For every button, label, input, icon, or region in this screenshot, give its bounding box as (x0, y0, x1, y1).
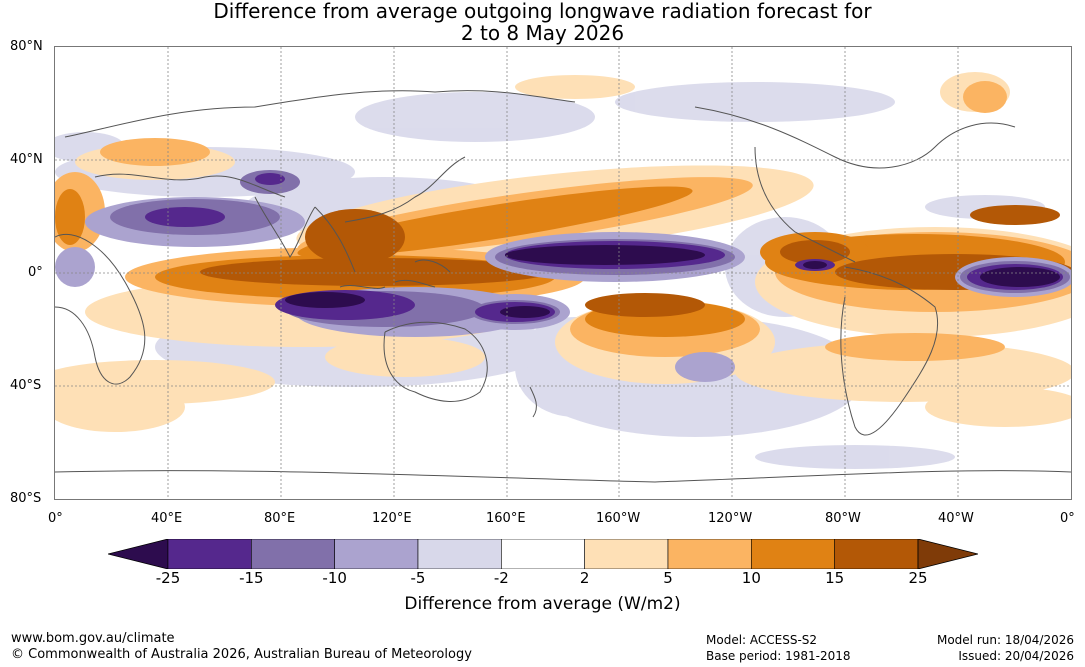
colorbar-label: Difference from average (W/m2) (404, 594, 681, 614)
colorbar-extend-high (917, 538, 979, 570)
colorbar-tick-label: -10 (322, 569, 347, 587)
chart-title-line1: Difference from average outgoing longwav… (213, 0, 872, 23)
footer-base-period: Base period: 1981-2018 (706, 649, 851, 663)
colorbar-tick-label: -25 (155, 569, 181, 587)
colorbar-swatch (417, 538, 502, 570)
footer-issued: Issued: 20/04/2026 (958, 649, 1074, 663)
lat-label-40s: 40°S (10, 378, 42, 393)
footer-model-run: Model run: 18/04/2026 (936, 633, 1074, 647)
lat-label-80n: 80°N (10, 39, 43, 54)
colorbar-tick-label: 15 (825, 569, 845, 587)
colorbar-tick-label: -15 (239, 569, 264, 587)
colorbar-swatch (501, 538, 585, 570)
graticule (55, 47, 1071, 499)
lon-label-120e: 120°E (372, 511, 412, 526)
footer-website: www.bom.gov.au/climate (11, 631, 175, 646)
chart-title-line2: 2 to 8 May 2026 (460, 21, 625, 45)
colorbar-swatch (834, 538, 919, 570)
footer-copyright: © Commonwealth of Australia 2026, Austra… (11, 647, 472, 662)
lat-label-0: 0° (28, 265, 43, 280)
lat-label-40n: 40°N (10, 152, 43, 167)
lon-label-40w: 40°W (938, 511, 974, 526)
colorbar-tick-label: -2 (493, 569, 509, 587)
colorbar-tick-label: 2 (579, 569, 590, 587)
lon-label-80w: 80°W (825, 511, 861, 526)
colorbar (107, 538, 979, 570)
colorbar-swatch (584, 538, 669, 570)
lon-label-160w: 160°W (596, 511, 641, 526)
colorbar-swatch (334, 538, 419, 570)
colorbar-tick-label: 25 (908, 569, 928, 587)
colorbar-tick-label: 5 (663, 569, 673, 587)
colorbar-swatch (251, 538, 335, 570)
lon-label-80e: 80°E (264, 511, 296, 526)
lon-label-0-right: 0° (1060, 511, 1075, 526)
anomaly-map (55, 47, 1071, 499)
colorbar-extend-low (107, 538, 169, 570)
colorbar-swatch (167, 538, 252, 570)
lon-label-0: 0° (48, 511, 63, 526)
lon-label-120w: 120°W (708, 511, 753, 526)
lon-label-40e: 40°E (151, 511, 183, 526)
lon-label-160e: 160°E (486, 511, 526, 526)
colorbar-tick-label: -5 (410, 569, 426, 587)
footer-model: Model: ACCESS-S2 (706, 633, 818, 647)
colorbar-swatch (751, 538, 835, 570)
colorbar-tick-label: 10 (741, 569, 761, 587)
colorbar-swatches (107, 538, 979, 570)
colorbar-swatch (667, 538, 752, 570)
map-plot-area (54, 46, 1072, 500)
lat-label-80s: 80°S (10, 491, 42, 506)
anomaly-shading (55, 72, 1071, 469)
